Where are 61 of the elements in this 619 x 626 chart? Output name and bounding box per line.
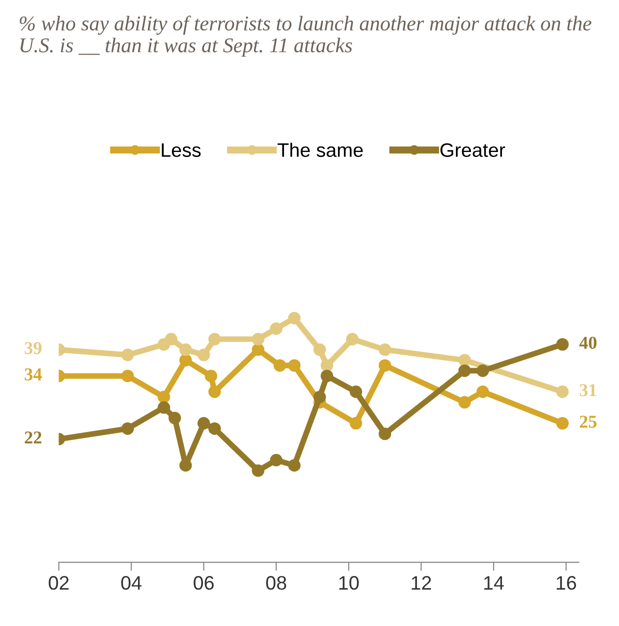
x-tick-label: 08 (266, 576, 286, 590)
point (346, 332, 359, 346)
point (288, 359, 301, 372)
point (288, 459, 301, 472)
point (350, 386, 362, 398)
point (320, 370, 334, 382)
point (476, 364, 489, 377)
data-label: 40 (579, 336, 596, 349)
legend-label: Less (162, 143, 201, 157)
x-tick-label: 10 (339, 576, 359, 590)
point (197, 348, 210, 362)
point (164, 332, 178, 346)
data-label: 25 (580, 416, 597, 428)
point (252, 464, 264, 477)
point (458, 396, 471, 409)
point (378, 359, 392, 372)
point (208, 422, 221, 435)
point (556, 386, 569, 398)
point (252, 332, 264, 346)
point (378, 343, 392, 356)
x-tick-label: 04 (121, 576, 142, 590)
point (313, 390, 326, 404)
point (350, 417, 362, 430)
point (556, 417, 569, 430)
point (274, 359, 286, 372)
x-tick-label: 06 (194, 576, 214, 590)
point (121, 422, 134, 435)
point (158, 401, 170, 414)
x-tick-label: 02 (48, 576, 69, 590)
point (556, 338, 569, 351)
point (313, 343, 326, 356)
point (476, 386, 489, 398)
point (458, 354, 471, 366)
point (179, 354, 192, 366)
data-label: 34 (24, 368, 42, 380)
point (270, 322, 282, 335)
point (208, 386, 221, 398)
point (252, 343, 264, 356)
x-tick-label: 12 (412, 576, 431, 590)
legend-label: The same (278, 142, 363, 157)
chart-title: % who say ability of terrorists to launch another major attack on the U.S. is __ than it was at Sept. 11 attacks (20, 16, 592, 57)
x-tick-label: 14 (484, 576, 504, 590)
point (204, 370, 218, 382)
point (179, 459, 192, 472)
point (121, 348, 134, 362)
point (121, 370, 134, 382)
point (179, 343, 192, 356)
point (458, 364, 471, 377)
point (288, 312, 301, 324)
point (168, 412, 182, 424)
legend-label: Greater (440, 143, 506, 157)
point (197, 417, 210, 430)
data-label: 39 (24, 342, 42, 354)
point (378, 428, 392, 440)
point (208, 332, 221, 346)
data-label: 22 (24, 431, 42, 444)
x-tick-label: 16 (556, 576, 576, 590)
data-label: 31 (580, 384, 596, 396)
point (270, 454, 282, 466)
point (158, 390, 170, 404)
point (320, 359, 334, 372)
